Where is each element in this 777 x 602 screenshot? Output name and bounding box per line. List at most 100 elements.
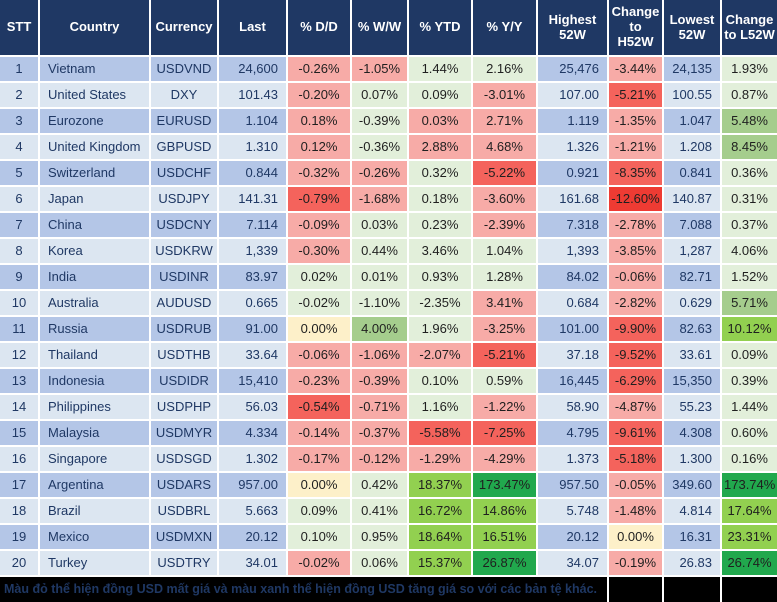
cell-stt: 13 (0, 369, 40, 395)
cell-ytd: 0.32% (409, 161, 473, 187)
column-header-chgH: Change to H52W (609, 0, 664, 57)
cell-ytd: 0.10% (409, 369, 473, 395)
cell-last: 15,410 (219, 369, 288, 395)
cell-country: Vietnam (40, 57, 151, 83)
cell-chgH: -9.52% (609, 343, 664, 369)
cell-country: Korea (40, 239, 151, 265)
cell-currency: USDMYR (151, 421, 219, 447)
cell-yy: 1.04% (473, 239, 538, 265)
cell-yy: -5.22% (473, 161, 538, 187)
cell-low: 15,350 (664, 369, 722, 395)
cell-chgH: -5.21% (609, 83, 664, 109)
table-row: 10 Australia AUDUSD 0.665 -0.02% -1.10% -2.35%… (0, 291, 777, 317)
cell-ww: -0.39% (352, 369, 409, 395)
cell-chgH: -0.19% (609, 551, 664, 577)
column-header-ytd: % YTD (409, 0, 473, 57)
cell-dd: -0.54% (288, 395, 352, 421)
cell-stt: 16 (0, 447, 40, 473)
cell-chgL: 5.48% (722, 109, 777, 135)
cell-last: 1.302 (219, 447, 288, 473)
cell-ww: -1.06% (352, 343, 409, 369)
cell-ytd: 18.64% (409, 525, 473, 551)
cell-yy: 0.59% (473, 369, 538, 395)
cell-high: 20.12 (538, 525, 609, 551)
cell-dd: -0.30% (288, 239, 352, 265)
cell-chgH: -6.29% (609, 369, 664, 395)
cell-chgH: -9.90% (609, 317, 664, 343)
table-row: 12 Thailand USDTHB 33.64 -0.06% -1.06% -2.07% -… (0, 343, 777, 369)
cell-last: 83.97 (219, 265, 288, 291)
cell-chgL: 0.36% (722, 161, 777, 187)
cell-currency: USDINR (151, 265, 219, 291)
table-row: 18 Brazil USDBRL 5.663 0.09% 0.41% 16.72% 14.86… (0, 499, 777, 525)
cell-stt: 9 (0, 265, 40, 291)
cell-chgL: 0.16% (722, 447, 777, 473)
cell-country: United States (40, 83, 151, 109)
cell-high: 161.68 (538, 187, 609, 213)
cell-low: 140.87 (664, 187, 722, 213)
cell-ytd: 2.88% (409, 135, 473, 161)
cell-last: 4.334 (219, 421, 288, 447)
cell-yy: 3.41% (473, 291, 538, 317)
cell-ww: -1.68% (352, 187, 409, 213)
header-row: STT Country Currency Last% D/D% W/W% YTD% Y… (0, 0, 777, 57)
cell-last: 34.01 (219, 551, 288, 577)
cell-ytd: 1.96% (409, 317, 473, 343)
cell-chgH: -4.87% (609, 395, 664, 421)
cell-high: 5.748 (538, 499, 609, 525)
cell-ww: -0.36% (352, 135, 409, 161)
cell-high: 34.07 (538, 551, 609, 577)
cell-yy: 14.86% (473, 499, 538, 525)
cell-dd: 0.18% (288, 109, 352, 135)
cell-chgL: 1.93% (722, 57, 777, 83)
cell-stt: 20 (0, 551, 40, 577)
cell-last: 1.104 (219, 109, 288, 135)
cell-ytd: -1.29% (409, 447, 473, 473)
column-header-stt: STT (0, 0, 40, 57)
footer-black-cell (722, 577, 777, 602)
cell-last: 1.310 (219, 135, 288, 161)
cell-dd: -0.17% (288, 447, 352, 473)
cell-ytd: 0.03% (409, 109, 473, 135)
table-row: 8 Korea USDKRW 1,339 -0.30% 0.44% 3.46% 1.04% 1,… (0, 239, 777, 265)
cell-currency: EURUSD (151, 109, 219, 135)
cell-chgL: 0.39% (722, 369, 777, 395)
cell-ww: 0.01% (352, 265, 409, 291)
cell-dd: -0.32% (288, 161, 352, 187)
cell-country: Japan (40, 187, 151, 213)
cell-currency: USDCNY (151, 213, 219, 239)
cell-ww: 0.42% (352, 473, 409, 499)
cell-chgH: 0.00% (609, 525, 664, 551)
cell-yy: -2.39% (473, 213, 538, 239)
cell-chgH: -0.05% (609, 473, 664, 499)
cell-country: Thailand (40, 343, 151, 369)
cell-last: 7.114 (219, 213, 288, 239)
cell-low: 0.841 (664, 161, 722, 187)
cell-low: 1,287 (664, 239, 722, 265)
cell-currency: GBPUSD (151, 135, 219, 161)
footer-black-cell (664, 577, 722, 602)
cell-dd: -0.79% (288, 187, 352, 213)
cell-currency: USDVND (151, 57, 219, 83)
cell-chgH: -0.06% (609, 265, 664, 291)
cell-chgL: 0.09% (722, 343, 777, 369)
cell-currency: USDBRL (151, 499, 219, 525)
cell-yy: -3.60% (473, 187, 538, 213)
cell-chgH: -5.18% (609, 447, 664, 473)
cell-chgH: -9.61% (609, 421, 664, 447)
cell-low: 7.088 (664, 213, 722, 239)
cell-ytd: -2.07% (409, 343, 473, 369)
cell-currency: USDPHP (151, 395, 219, 421)
cell-currency: USDARS (151, 473, 219, 499)
cell-high: 1.373 (538, 447, 609, 473)
cell-chgH: -1.48% (609, 499, 664, 525)
cell-stt: 4 (0, 135, 40, 161)
table-row: 14 Philippines USDPHP 56.03 -0.54% -0.71% 1.16… (0, 395, 777, 421)
cell-ytd: 15.37% (409, 551, 473, 577)
cell-dd: -0.26% (288, 57, 352, 83)
table-row: 6 Japan USDJPY 141.31 -0.79% -1.68% 0.18% -3.60… (0, 187, 777, 213)
table-row: 7 China USDCNY 7.114 -0.09% 0.03% 0.23% -2.39% 7… (0, 213, 777, 239)
cell-ww: 0.41% (352, 499, 409, 525)
cell-chgH: -2.78% (609, 213, 664, 239)
cell-dd: -0.02% (288, 551, 352, 577)
